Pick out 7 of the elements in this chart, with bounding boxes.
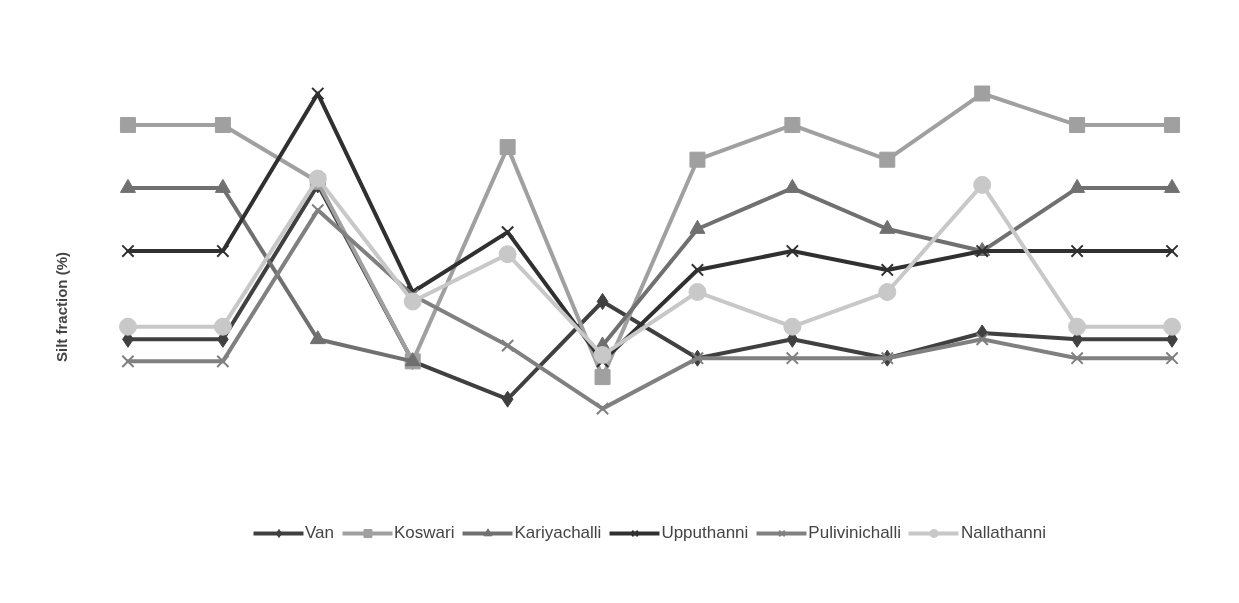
legend-label: Nallathanni — [960, 523, 1047, 543]
legend-label: Van — [304, 523, 334, 543]
legend-label: Kariyachalli — [514, 523, 602, 543]
y-axis-title: Silt fraction (%) — [52, 251, 70, 362]
legend-label: Pulivinichalli — [808, 523, 901, 543]
legend-label: Koswari — [393, 523, 455, 543]
legend-label: Upputhanni — [661, 523, 749, 543]
